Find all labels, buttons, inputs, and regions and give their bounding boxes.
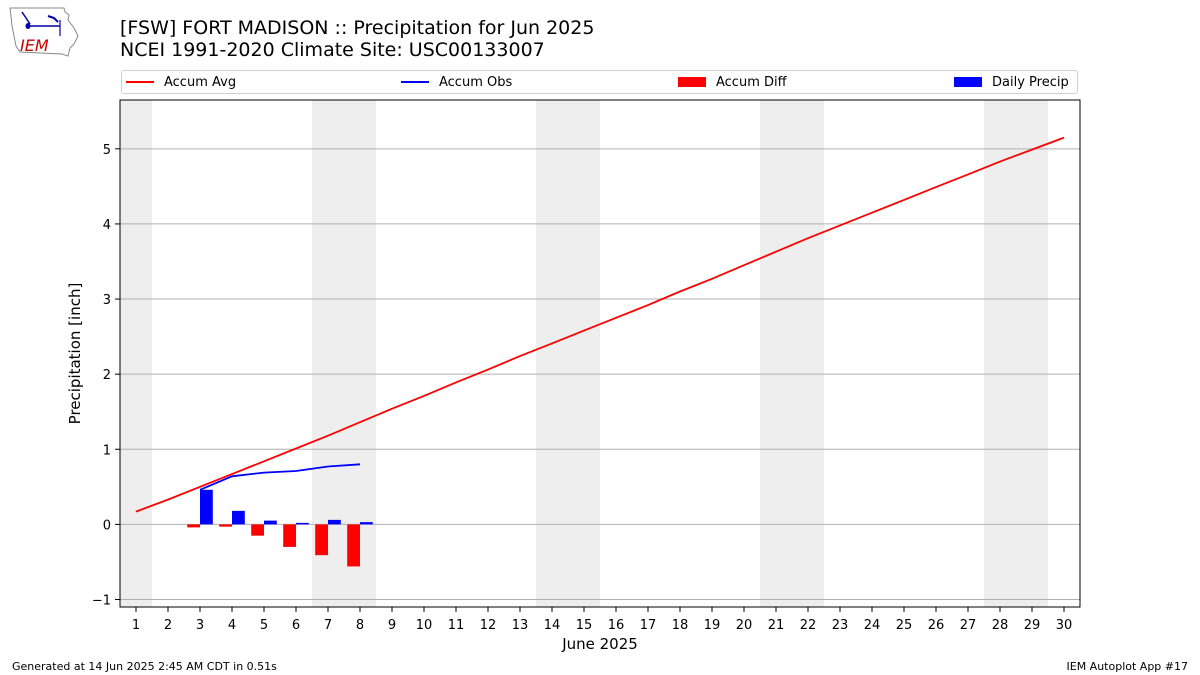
legend-label-accum-diff: Accum Diff <box>716 74 787 90</box>
legend-swatch-accum-avg <box>126 81 154 83</box>
ytick-label-2: 2 <box>103 368 111 383</box>
weekend-shading <box>120 100 1048 607</box>
xtick-label-1: 1 <box>132 618 140 633</box>
xtick-label-9: 9 <box>388 618 396 633</box>
chart-subtitle: NCEI 1991-2020 Climate Site: USC00133007 <box>120 39 545 61</box>
bar-accum-diff-day-3 <box>187 524 200 528</box>
xtick-label-6: 6 <box>292 618 300 633</box>
xtick-label-21: 21 <box>768 618 785 633</box>
bar-daily-precip-day-3 <box>200 489 213 525</box>
x-axis-label: June 2025 <box>561 635 638 653</box>
xtick-label-10: 10 <box>416 618 433 633</box>
y-gridlines <box>120 148 1080 600</box>
bar-daily-precip-day-5 <box>264 520 277 525</box>
footer-app: IEM Autoplot App #17 <box>1066 660 1189 673</box>
xtick-label-17: 17 <box>640 618 657 633</box>
legend-item-accum-obs: Accum Obs <box>401 71 512 93</box>
xtick-label-5: 5 <box>260 618 268 633</box>
weekend-shade-day-14 <box>536 100 568 607</box>
legend-label-daily-precip: Daily Precip <box>992 74 1069 90</box>
lines <box>135 136 1065 513</box>
xtick-label-23: 23 <box>832 618 849 633</box>
bar-accum-diff-day-6 <box>283 524 296 547</box>
legend-label-accum-avg: Accum Avg <box>164 74 237 90</box>
legend-item-daily-precip: Daily Precip <box>954 71 1069 93</box>
xtick-label-27: 27 <box>960 618 977 633</box>
bars <box>187 489 373 567</box>
legend-swatch-accum-obs <box>401 81 429 83</box>
weekend-shade-day-22 <box>792 100 824 607</box>
xtick-label-20: 20 <box>736 618 753 633</box>
bar-accum-diff-day-4 <box>219 524 232 527</box>
bar-daily-precip-day-6 <box>296 522 309 525</box>
xtick-label-12: 12 <box>480 618 497 633</box>
weekend-shade-day-21 <box>760 100 792 607</box>
legend-swatch-accum-diff <box>678 77 706 87</box>
xtick-label-22: 22 <box>800 618 817 633</box>
iem-logo: IEM <box>9 7 79 57</box>
xtick-label-4: 4 <box>228 618 236 633</box>
xtick-label-28: 28 <box>992 618 1009 633</box>
line-accum-obs <box>199 463 361 491</box>
xtick-label-14: 14 <box>544 618 561 633</box>
xtick-label-3: 3 <box>196 618 204 633</box>
weekend-shade-day-8 <box>344 100 376 607</box>
legend: Accum Avg Accum Obs Accum Diff Daily Pre… <box>121 70 1078 94</box>
xtick-label-11: 11 <box>448 618 465 633</box>
bar-accum-diff-day-7 <box>315 524 328 556</box>
xtick-label-13: 13 <box>512 618 529 633</box>
weekend-shade-day-1 <box>120 100 152 607</box>
weekend-shade-day-7 <box>312 100 344 607</box>
footer-generated: Generated at 14 Jun 2025 2:45 AM CDT in … <box>12 660 277 673</box>
xtick-label-15: 15 <box>576 618 593 633</box>
xtick-label-30: 30 <box>1056 618 1073 633</box>
line-accum-avg <box>135 136 1065 513</box>
xtick-label-24: 24 <box>864 618 881 633</box>
xtick-label-2: 2 <box>164 618 172 633</box>
xtick-label-16: 16 <box>608 618 625 633</box>
bar-accum-diff-day-5 <box>251 524 264 536</box>
ytick-label-0: 0 <box>103 518 111 533</box>
ytick-label-5: 5 <box>103 143 111 158</box>
xtick-label-18: 18 <box>672 618 689 633</box>
xtick-label-8: 8 <box>356 618 364 633</box>
weekend-shade-day-28 <box>984 100 1016 607</box>
ytick-label-1: 1 <box>103 443 111 458</box>
weekend-shade-day-29 <box>1016 100 1048 607</box>
weekend-shade-day-15 <box>568 100 600 607</box>
plot-frame <box>119 99 1081 608</box>
xtick-label-25: 25 <box>896 618 913 633</box>
legend-swatch-daily-precip <box>954 77 982 87</box>
bar-accum-diff-day-8 <box>347 524 360 567</box>
y-axis-label: Precipitation [inch] <box>66 283 84 425</box>
legend-label-accum-obs: Accum Obs <box>439 74 513 90</box>
bar-daily-precip-day-7 <box>328 519 341 525</box>
legend-item-accum-diff: Accum Diff <box>678 71 787 93</box>
ytick-label--1: −1 <box>92 593 111 608</box>
legend-item-accum-avg: Accum Avg <box>126 71 236 93</box>
ytick-label-4: 4 <box>103 218 111 233</box>
ytick-label-3: 3 <box>103 293 111 308</box>
bar-daily-precip-day-8 <box>360 522 373 525</box>
xtick-label-26: 26 <box>928 618 945 633</box>
xtick-label-7: 7 <box>324 618 332 633</box>
xtick-label-29: 29 <box>1024 618 1041 633</box>
logo-text: IEM <box>20 36 49 55</box>
xtick-label-19: 19 <box>704 618 721 633</box>
bar-daily-precip-day-4 <box>232 510 245 525</box>
chart-title: [FSW] FORT MADISON :: Precipitation for … <box>120 17 595 39</box>
